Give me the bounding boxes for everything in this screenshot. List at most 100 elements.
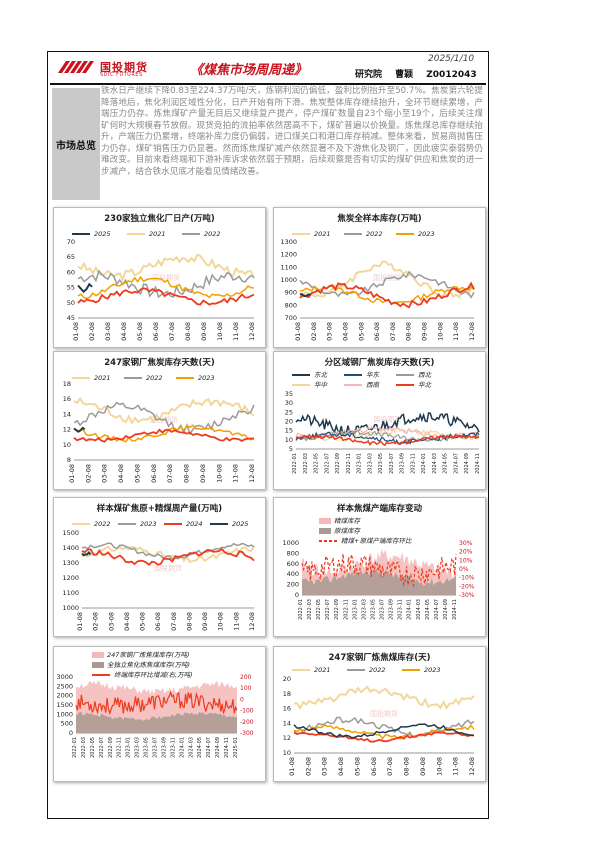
y-tick-label: 1000 [282, 539, 299, 547]
x-tick-label: 2024-09 [443, 599, 449, 620]
y-tick-label: 12 [63, 426, 71, 434]
x-tick-label: 2022-03 [307, 599, 313, 620]
y-tick-label: 1400 [62, 544, 79, 552]
x-tick-label: 2023-07 [389, 453, 395, 474]
x-tick-label: 03-08 [107, 612, 115, 631]
x-tick-label: 06-08 [373, 322, 381, 341]
legend-label: 2024 [186, 520, 203, 528]
legend-label: 东北 [314, 371, 329, 379]
series-area [302, 567, 456, 595]
x-tick-label: 2024-07 [453, 453, 459, 474]
legend-label: 2025 [94, 230, 111, 238]
x-tick-label: 11-08 [232, 612, 240, 631]
x-tick-label: 2022-01 [72, 737, 78, 758]
x-tick-label: 2024-11 [224, 737, 230, 758]
x-tick-label: 12-08 [248, 612, 256, 631]
x-tick-label: 07-08 [389, 322, 397, 341]
x-tick-label: 09-08 [201, 612, 209, 631]
x-tick-label: 08-08 [184, 322, 192, 341]
x-tick-label: 2022-07 [325, 599, 331, 620]
x-tick-label: 04-08 [123, 612, 131, 631]
series-line [77, 275, 255, 300]
series-line [81, 548, 255, 566]
x-tick-label: 2023-03 [361, 599, 367, 620]
chart-panel-1: 230家独立焦化厂日产(万吨) 2025 2021 2022 45 50 55 60 65 70 0… [53, 207, 266, 348]
series-line [77, 253, 255, 282]
legend-label: 华北 [418, 381, 433, 389]
x-tick-label: 2025-01 [233, 737, 239, 758]
legend-label: 2023 [424, 666, 441, 674]
x-tick-label: 01-08 [68, 464, 76, 483]
legend-label: 2023 [418, 230, 435, 238]
legend-label: 精煤+原煤产端库存环比 [341, 537, 412, 545]
x-tick-label: 2024-07 [434, 599, 440, 620]
x-tick-label: 08-08 [185, 612, 193, 631]
x-tick-label: 03-08 [326, 322, 334, 341]
y-tick-label: 800 [287, 549, 299, 557]
x-tick-label: 12-08 [468, 757, 476, 776]
x-tick-label: 2023-01 [352, 599, 358, 620]
y2-tick-label: -100 [240, 708, 254, 715]
x-tick-label: 12-08 [468, 322, 476, 341]
x-tick-label: 05-08 [133, 464, 141, 483]
x-tick-label: 02-08 [88, 322, 96, 341]
x-tick-label: 12-08 [248, 322, 256, 341]
y-tick-label: 2000 [56, 692, 73, 700]
y-tick-label: 55 [67, 284, 75, 292]
series-line [299, 260, 475, 299]
legend-swatch [92, 662, 104, 668]
y-tick-label: 1100 [62, 589, 79, 597]
x-tick-label: 02-08 [310, 322, 318, 341]
legend-label: 247家钢厂炼焦煤库存(万吨) [107, 651, 189, 659]
x-tick-label: 10-08 [215, 464, 223, 483]
y2-tick-label: 0 [240, 696, 244, 703]
y2-tick-label: 200 [240, 674, 252, 681]
x-tick-label: 11-08 [232, 464, 240, 483]
x-tick-label: 2024-01 [179, 737, 185, 758]
y-tick-label: 1300 [280, 238, 297, 246]
x-tick-label: 2024-03 [416, 599, 422, 620]
series-line [77, 269, 255, 299]
x-tick-label: 2022-09 [335, 453, 341, 474]
y-tick-label: 400 [287, 570, 299, 578]
x-tick-label: 2024-09 [215, 737, 221, 758]
series-line [293, 724, 475, 740]
chart-panel-3: 247家钢厂焦炭库存天数(天) 2021 2022 2023 8 10 12 14 16 18 01… [53, 351, 266, 490]
x-tick-label: 2023-11 [410, 453, 416, 474]
y-tick-label: 1500 [62, 529, 79, 537]
x-tick-label: 2023-05 [144, 737, 150, 758]
x-tick-label: 01-08 [294, 322, 302, 341]
chart-title: 样本煤矿焦原+精煤周产量(万吨) [97, 503, 223, 514]
x-tick-label: 2024-01 [407, 599, 413, 620]
x-tick-label: 01-08 [76, 612, 84, 631]
x-tick-label: 02-08 [92, 612, 100, 631]
y-tick-label: 800 [285, 301, 297, 309]
y2-tick-label: 30% [459, 540, 473, 547]
series-line [75, 690, 238, 716]
x-tick-label: 2024-11 [452, 599, 458, 620]
x-tick-label: 03-08 [101, 464, 109, 483]
y-tick-label: 2500 [56, 682, 73, 690]
x-tick-label: 11-08 [452, 757, 460, 776]
series-line [73, 428, 255, 443]
series-line [73, 396, 255, 426]
x-tick-label: 2023-07 [153, 737, 159, 758]
x-tick-label: 2023-05 [370, 599, 376, 620]
x-tick-label: 10-08 [435, 757, 443, 776]
y-tick-label: 10 [63, 441, 71, 449]
legend-label: 2021 [94, 374, 111, 382]
y-tick-label: 20 [285, 418, 293, 426]
x-tick-label: 2024-07 [206, 737, 212, 758]
y-tick-label: 15 [285, 427, 293, 435]
legend-label: 华东 [366, 371, 381, 379]
legend-label: 2021 [149, 230, 166, 238]
x-tick-label: 2022-05 [90, 737, 96, 758]
legend-label: 西北 [418, 371, 433, 379]
y-tick-label: 35 [285, 390, 293, 398]
x-tick-label: 10-08 [217, 612, 225, 631]
x-tick-label: 2022-07 [99, 737, 105, 758]
legend-label: 华中 [314, 381, 328, 389]
chart-title: 样本焦煤产端库存变动 [337, 503, 423, 514]
header-rule [50, 83, 486, 85]
x-tick-label: 12-08 [248, 464, 256, 483]
